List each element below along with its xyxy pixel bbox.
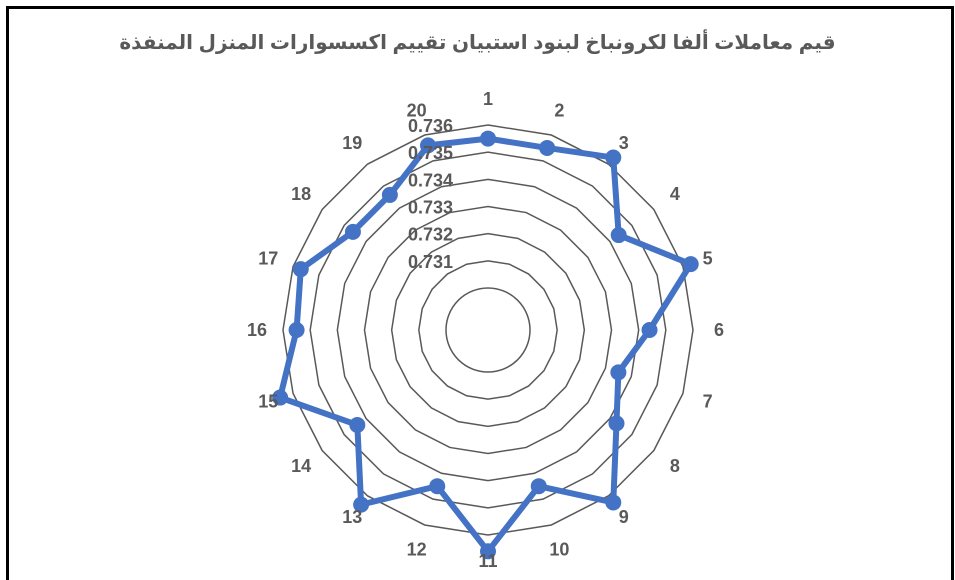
category-label: 14 xyxy=(291,456,311,476)
data-point xyxy=(292,261,309,278)
data-point xyxy=(420,137,437,154)
category-label: 11 xyxy=(478,551,497,571)
category-label: 12 xyxy=(407,540,427,560)
data-point xyxy=(605,149,622,166)
radial-tick-label: 0.733 xyxy=(408,198,453,218)
category-label: 5 xyxy=(703,249,713,269)
radial-tick-label: 0.731 xyxy=(408,252,453,272)
category-label: 16 xyxy=(247,320,267,340)
data-point xyxy=(288,322,305,338)
data-point xyxy=(530,478,547,495)
data-point xyxy=(344,223,361,240)
category-label: 15 xyxy=(258,391,278,411)
data-point xyxy=(272,389,289,406)
grid-ring xyxy=(363,205,613,455)
radial-tick-label: 0.734 xyxy=(408,170,453,190)
radial-tick-label: 0.732 xyxy=(408,225,453,245)
series-line xyxy=(277,135,694,555)
radial-tick-label: 0.736 xyxy=(408,116,453,136)
category-label: 17 xyxy=(258,249,278,269)
data-point xyxy=(682,256,699,273)
data-point xyxy=(605,494,622,511)
category-label: 7 xyxy=(703,391,713,411)
data-point xyxy=(429,478,446,495)
radar-series xyxy=(272,130,699,560)
category-label: 4 xyxy=(670,184,680,204)
grid-ring xyxy=(282,124,694,536)
chart-frame xyxy=(6,6,954,580)
category-label: 18 xyxy=(291,184,311,204)
category-label: 10 xyxy=(549,540,569,560)
data-point xyxy=(480,543,496,560)
radial-tick-label: 0.735 xyxy=(408,143,453,163)
data-point xyxy=(608,415,625,432)
category-label: 19 xyxy=(342,133,362,153)
grid-ring xyxy=(390,232,586,428)
category-label: 2 xyxy=(554,100,564,120)
category-label: 8 xyxy=(670,456,680,476)
data-point xyxy=(381,186,398,203)
data-point xyxy=(610,227,627,244)
grid-ring xyxy=(336,178,640,482)
data-point xyxy=(349,416,366,433)
grid-ring xyxy=(418,260,558,400)
category-label: 6 xyxy=(714,320,724,340)
data-point xyxy=(539,139,556,156)
radar-labels: 0.7310.7320.7330.7340.7350.7361234567891… xyxy=(247,89,724,571)
category-label: 20 xyxy=(407,100,427,120)
category-label: 13 xyxy=(342,507,362,527)
category-label: 1 xyxy=(483,89,493,109)
data-point xyxy=(480,130,496,147)
data-point xyxy=(353,496,370,513)
grid-ring xyxy=(445,287,531,373)
chart-title: قيم معاملات ألفا لكرونباخ لبنود استبيان … xyxy=(119,32,836,54)
category-label: 9 xyxy=(619,507,629,527)
radar-grid xyxy=(282,124,694,536)
category-label: 3 xyxy=(619,133,629,153)
data-point xyxy=(610,364,627,381)
data-point xyxy=(641,322,658,338)
